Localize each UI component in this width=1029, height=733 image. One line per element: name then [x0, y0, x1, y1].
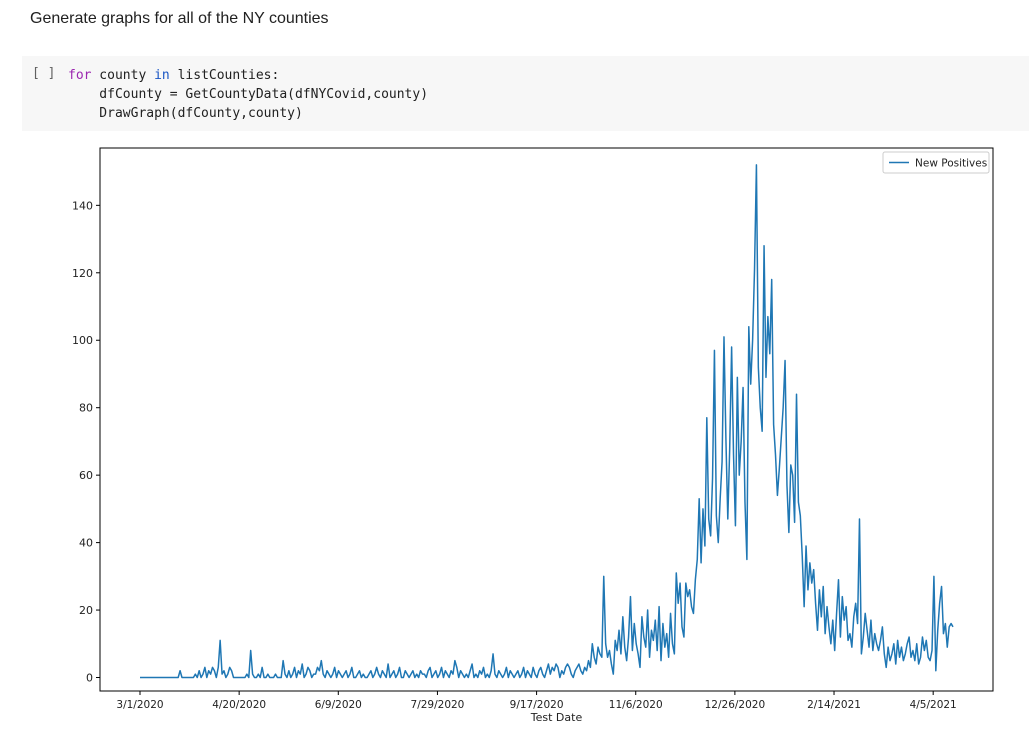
series-line-new-positives: [140, 164, 954, 679]
y-tick-label: 80: [79, 402, 93, 415]
x-tick-label: 9/17/2020: [510, 699, 564, 711]
line-chart: 0 20 40 60 80 100 120 140 3/1/2020 4/20/2020 6/9/2…: [72, 147, 994, 724]
code-token: dfCounty = GetCountyData(dfNYCovid,count…: [68, 87, 429, 102]
legend-label: New Positives: [915, 158, 987, 170]
x-tick-label: 12/26/2020: [705, 699, 766, 711]
code-token: listCounties:: [169, 68, 280, 83]
x-tick-label: 3/1/2020: [116, 699, 163, 711]
x-tick-label: 4/5/2021: [910, 699, 957, 711]
plot-frame: [99, 147, 994, 692]
x-tick-label: 2/14/2021: [807, 699, 861, 711]
legend-box: [882, 151, 990, 174]
x-tick-label: 11/6/2020: [609, 699, 663, 711]
x-tick-label: 4/20/2020: [212, 699, 266, 711]
code-token: county: [91, 68, 155, 83]
y-tick-label: 60: [79, 469, 93, 482]
cell-output: 0 20 40 60 80 100 120 140 3/1/2020 4/20/2020 6/9/2…: [0, 140, 1029, 733]
y-tick-label: 140: [72, 199, 93, 212]
x-tick-label: 6/9/2020: [315, 699, 362, 711]
code-editor[interactable]: for county in listCounties: dfCounty = G…: [68, 66, 428, 123]
y-tick-label: 40: [79, 537, 93, 550]
x-axis-label: Test Date: [530, 711, 583, 724]
x-tick-label: 7/29/2020: [411, 699, 465, 711]
run-cell-button[interactable]: [ ]: [32, 66, 56, 81]
code-token: for: [68, 68, 92, 83]
y-tick-label: 100: [72, 334, 93, 347]
code-token: DrawGraph(dfCounty,county): [68, 106, 303, 121]
code-cell[interactable]: [ ] for county in listCounties: dfCounty…: [22, 56, 1029, 131]
code-line: DrawGraph(dfCounty,county): [68, 104, 428, 123]
y-tick-label: 120: [72, 267, 93, 280]
code-line: for county in listCounties:: [68, 66, 428, 85]
code-token: in: [154, 68, 170, 83]
code-line: dfCounty = GetCountyData(dfNYCovid,count…: [68, 85, 428, 104]
y-tick-label: 20: [79, 604, 93, 617]
y-tick-label: 0: [86, 672, 93, 685]
markdown-text: Generate graphs for all of the NY counti…: [30, 10, 329, 27]
